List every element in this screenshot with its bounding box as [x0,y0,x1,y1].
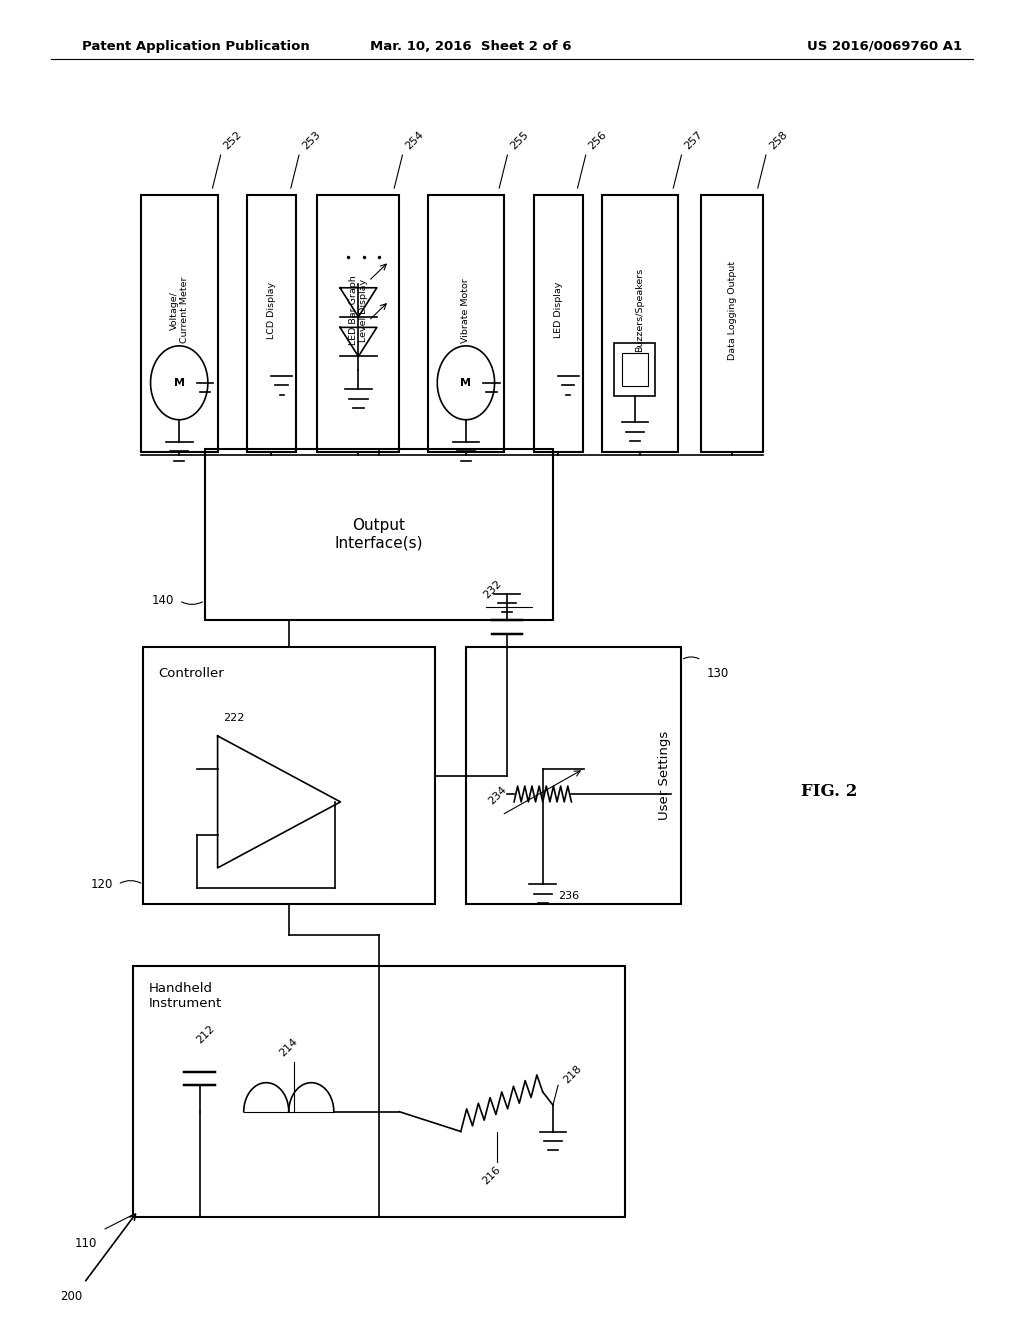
Bar [466,647,681,904]
Bar [205,449,553,620]
Text: 256: 256 [587,129,608,150]
Text: 214: 214 [278,1036,300,1059]
Text: 218: 218 [561,1063,584,1085]
Text: Controller: Controller [159,667,224,680]
Text: LCD Display: LCD Display [267,281,275,339]
Text: Data Logging Output: Data Logging Output [728,260,736,360]
Text: Buzzers/Speakers: Buzzers/Speakers [636,268,644,352]
Text: 222: 222 [222,713,244,723]
Text: 120: 120 [90,878,113,891]
Text: 258: 258 [767,129,790,150]
Text: Patent Application Publication: Patent Application Publication [82,40,309,53]
Text: 255: 255 [508,129,530,150]
Bar [534,194,583,451]
Text: LED Bar Graph
Level Display: LED Bar Graph Level Display [349,276,368,345]
Text: 200: 200 [59,1290,82,1303]
Text: 110: 110 [75,1237,97,1250]
Text: US 2016/0069760 A1: US 2016/0069760 A1 [808,40,963,53]
Text: LED Display: LED Display [554,282,562,338]
Bar [143,647,435,904]
Text: 253: 253 [300,129,322,150]
Text: Vibrate Motor: Vibrate Motor [462,277,470,343]
Text: 254: 254 [403,129,426,150]
Bar [428,194,505,451]
Text: User Settings: User Settings [657,731,671,820]
Bar [614,343,655,396]
Bar [701,194,763,451]
Text: Handheld
Instrument: Handheld Instrument [148,982,222,1010]
Bar [623,354,648,385]
Text: Voltage/
Current Meter: Voltage/ Current Meter [170,277,188,343]
Text: 130: 130 [707,667,729,680]
Text: Output
Interface(s): Output Interface(s) [335,519,423,550]
Text: 236: 236 [558,891,580,902]
Bar [602,194,678,451]
Text: FIG. 2: FIG. 2 [801,784,858,800]
Text: 252: 252 [221,129,244,150]
Text: M: M [174,378,184,388]
Bar [317,194,399,451]
Bar [133,966,625,1217]
Text: Mar. 10, 2016  Sheet 2 of 6: Mar. 10, 2016 Sheet 2 of 6 [371,40,571,53]
Text: 140: 140 [152,594,174,607]
Bar [247,194,296,451]
Text: 234: 234 [486,784,509,807]
Text: 232: 232 [481,578,504,601]
Text: 257: 257 [682,129,705,150]
Bar [140,194,217,451]
Text: M: M [461,378,471,388]
Text: 212: 212 [195,1023,217,1045]
Text: 216: 216 [480,1164,503,1187]
